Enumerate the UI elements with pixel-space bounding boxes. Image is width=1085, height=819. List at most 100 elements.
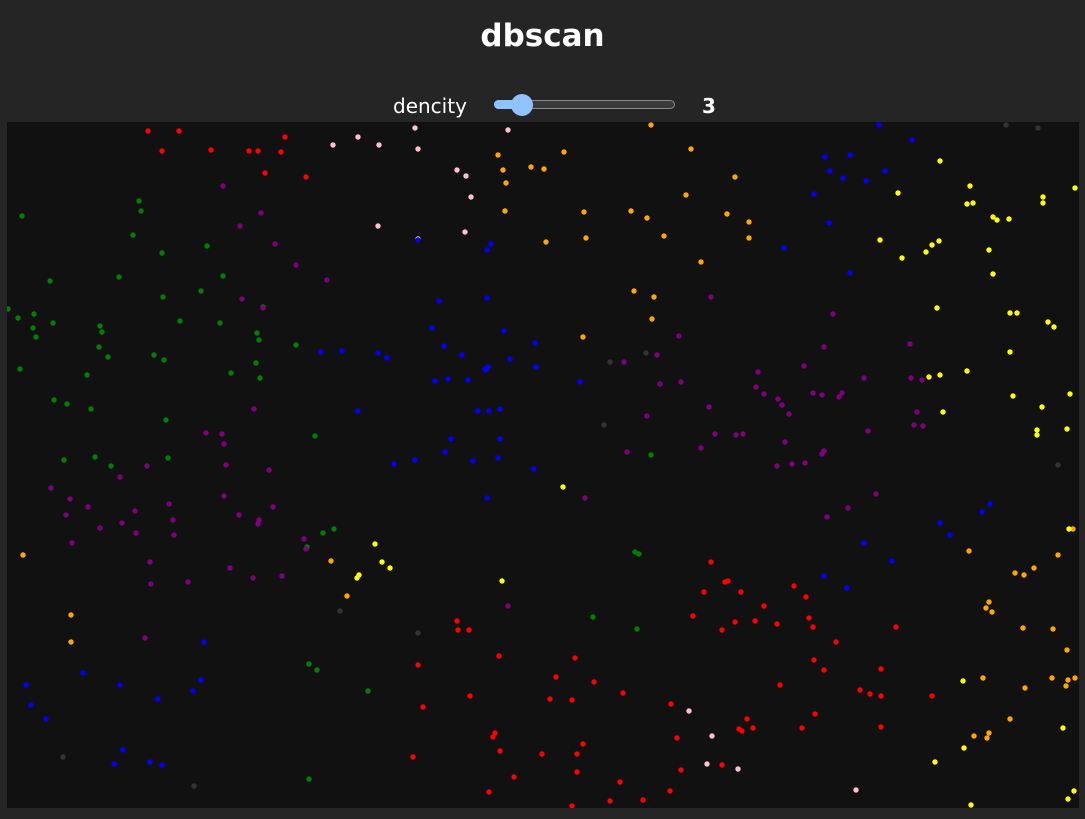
point-purple xyxy=(279,573,285,579)
point-green xyxy=(50,320,56,326)
point-blue xyxy=(415,237,421,243)
point-yellow xyxy=(1071,788,1077,794)
point-blue xyxy=(861,540,867,546)
point-red xyxy=(867,691,873,697)
point-purple xyxy=(170,517,176,523)
point-yellow xyxy=(1051,324,1057,330)
point-green xyxy=(636,551,642,557)
point-purple xyxy=(789,461,795,467)
point-orange xyxy=(20,552,26,558)
point-orange xyxy=(1055,552,1061,558)
slider-thumb[interactable] xyxy=(510,94,533,116)
point-purple xyxy=(654,352,660,358)
point-purple xyxy=(133,530,139,536)
point-green xyxy=(256,337,262,343)
point-red xyxy=(486,789,492,795)
point-purple xyxy=(836,394,842,400)
density-slider[interactable] xyxy=(494,94,677,116)
point-red xyxy=(833,639,839,645)
point-green xyxy=(96,344,102,350)
point-red xyxy=(607,798,613,804)
point-green xyxy=(632,549,638,555)
point-purple xyxy=(920,423,926,429)
point-orange xyxy=(344,593,350,599)
point-purple xyxy=(69,540,75,546)
point-blue xyxy=(531,466,537,472)
point-purple xyxy=(657,381,663,387)
point-blue xyxy=(28,702,34,708)
point-pink xyxy=(853,787,859,793)
point-green xyxy=(306,776,312,782)
point-purple xyxy=(708,294,714,300)
point-blue xyxy=(43,716,49,722)
point-red xyxy=(774,621,780,627)
point-blue xyxy=(412,457,418,463)
point-purple xyxy=(85,504,91,510)
point-blue xyxy=(497,406,503,412)
point-red xyxy=(415,662,421,668)
point-blue xyxy=(507,356,513,362)
point-blue xyxy=(147,759,153,765)
point-blue xyxy=(532,340,538,346)
point-blue xyxy=(840,175,846,181)
point-purple xyxy=(148,581,154,587)
point-green xyxy=(31,311,37,317)
point-green xyxy=(228,370,234,376)
point-pink xyxy=(463,173,469,179)
point-pink xyxy=(686,708,692,714)
point-green xyxy=(138,208,144,214)
point-orange xyxy=(971,733,977,739)
point-purple xyxy=(293,262,299,268)
point-noise xyxy=(1003,122,1009,128)
point-purple xyxy=(227,565,233,571)
point-blue xyxy=(497,436,503,442)
point-purple xyxy=(830,311,836,317)
point-green xyxy=(15,315,21,321)
point-green xyxy=(61,457,67,463)
point-orange xyxy=(495,152,501,158)
point-green xyxy=(105,354,111,360)
point-red xyxy=(777,682,783,688)
point-blue xyxy=(441,343,447,349)
point-red xyxy=(929,693,935,699)
point-yellow xyxy=(499,578,505,584)
point-red xyxy=(803,594,809,600)
point-orange xyxy=(698,259,704,265)
point-green xyxy=(254,330,260,336)
point-red xyxy=(145,128,151,134)
point-orange xyxy=(688,146,694,152)
point-yellow xyxy=(1040,200,1046,206)
point-blue xyxy=(465,377,471,383)
point-yellow xyxy=(970,200,976,206)
point-purple xyxy=(676,333,682,339)
point-pink xyxy=(330,142,336,148)
point-yellow xyxy=(1006,216,1012,222)
point-orange xyxy=(1065,677,1071,683)
point-red xyxy=(678,767,684,773)
point-red xyxy=(667,788,673,794)
point-orange xyxy=(746,219,752,225)
scatter-canvas[interactable] xyxy=(7,122,1079,808)
point-red xyxy=(410,754,416,760)
point-orange xyxy=(1049,675,1055,681)
point-purple xyxy=(147,559,153,565)
point-yellow xyxy=(940,409,946,415)
point-red xyxy=(574,751,580,757)
point-green xyxy=(99,329,105,335)
point-yellow xyxy=(1040,194,1046,200)
point-blue xyxy=(486,408,492,414)
point-orange xyxy=(980,675,986,681)
point-noise xyxy=(1035,125,1041,131)
point-yellow xyxy=(936,238,942,244)
point-purple xyxy=(303,546,309,552)
point-red xyxy=(282,134,288,140)
point-purple xyxy=(237,223,243,229)
point-purple xyxy=(824,514,830,520)
point-yellow xyxy=(1045,319,1051,325)
point-green xyxy=(217,320,223,326)
point-blue xyxy=(495,455,501,461)
point-orange xyxy=(1063,683,1069,689)
point-purple xyxy=(132,508,138,514)
point-purple xyxy=(505,603,511,609)
point-purple xyxy=(219,431,225,437)
